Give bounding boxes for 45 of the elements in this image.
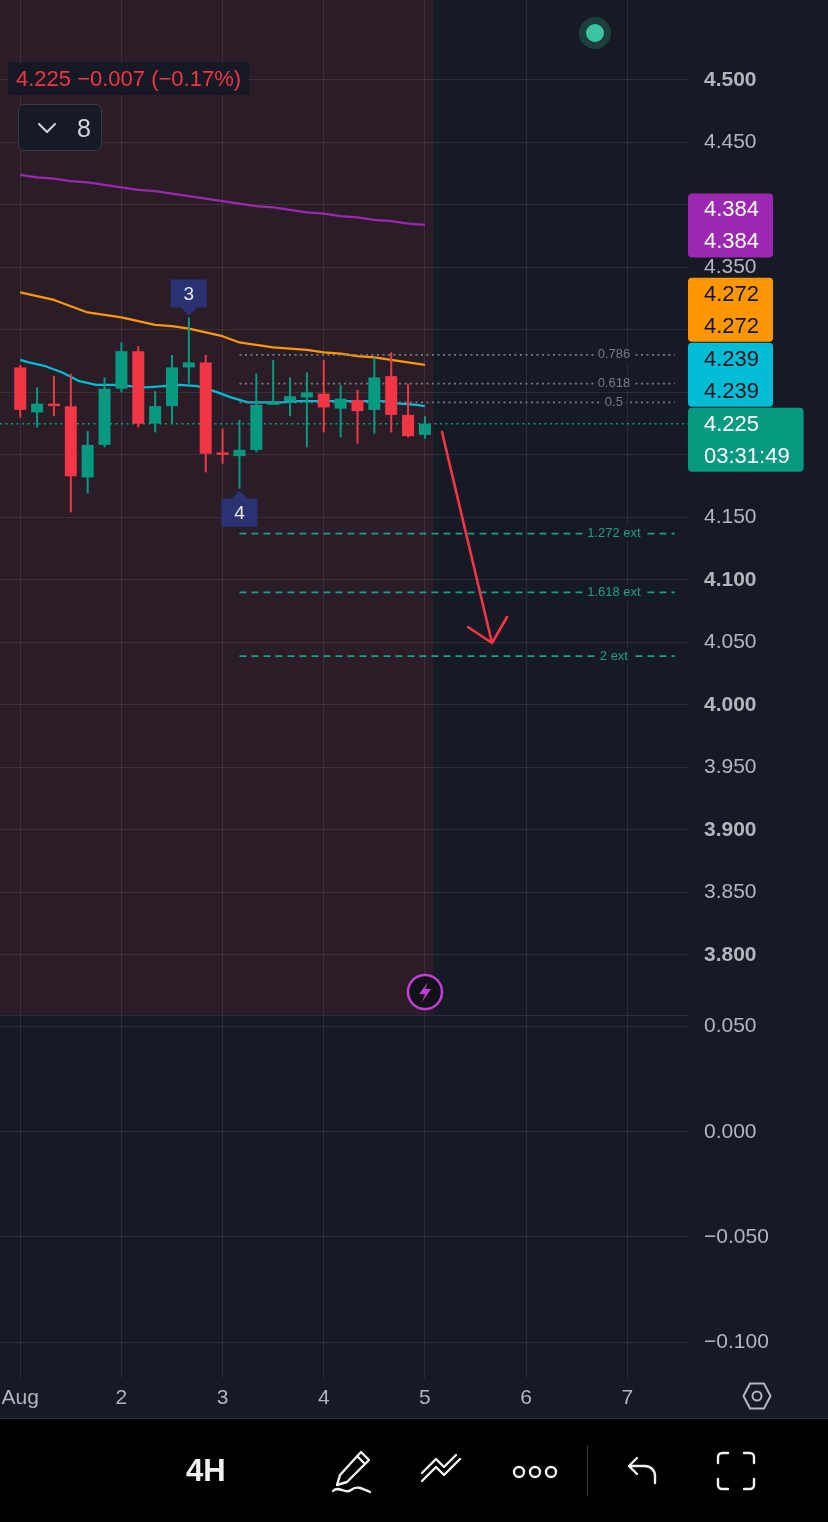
series-label: 0.618 [597, 375, 631, 391]
x-tick-label: 4 [317, 1385, 330, 1409]
y-tick-label: 3.800 [704, 941, 757, 965]
y-tick-label: 4.050 [704, 629, 757, 653]
text: 4.384 [704, 228, 760, 254]
y-tick-label: 3.950 [704, 754, 757, 778]
y-tick-label: 4.450 [704, 129, 757, 153]
x-tick-label: 2 [115, 1385, 128, 1409]
y-tick-label: 3.900 [704, 816, 757, 840]
text: 4.225 −0.007 (−0.17%) [8, 62, 250, 95]
candlestick [182, 317, 195, 384]
candlestick [216, 428, 229, 464]
text: 4.239 [704, 345, 760, 371]
series-label: 0.786 [597, 346, 631, 362]
y-tick-label: −0.100 [704, 1329, 769, 1353]
x-tick-label: Aug [1, 1385, 39, 1409]
x-tick-label: 7 [621, 1385, 634, 1409]
y-tick-label: 4.350 [704, 254, 757, 278]
y-tick-label: 4.150 [704, 504, 757, 528]
text: 03:31:49 [704, 442, 790, 468]
candlestick [267, 359, 280, 405]
y-tick-label: 3.850 [704, 879, 757, 903]
y-tick-label: 0.050 [704, 1013, 757, 1037]
text: 4.239 [704, 377, 760, 403]
series-label: 0.5 [604, 393, 623, 409]
y-tick-label: 0.000 [704, 1118, 757, 1142]
text: 4H [186, 1453, 226, 1489]
x-tick-label: 6 [520, 1385, 532, 1409]
annotation: 8 [77, 114, 91, 142]
text: 4.272 [704, 312, 760, 338]
y-tick-label: 4.000 [704, 691, 757, 715]
collapse-button: 8 [18, 104, 102, 151]
series-label: 1.618 ext [587, 583, 642, 599]
y-tick-label: 4.500 [704, 66, 757, 90]
text: 4.272 [704, 280, 760, 306]
series-label: 2 ext [599, 647, 629, 663]
x-tick-label: 5 [419, 1385, 431, 1409]
y-tick-label: 4.100 [704, 566, 757, 590]
ref-line-label: 4.225 [704, 410, 760, 436]
x-tick-label: 3 [216, 1385, 229, 1409]
annotation: 3 [183, 282, 195, 304]
annotation: 4 [234, 501, 246, 523]
y-tick-label: −0.050 [704, 1223, 769, 1247]
text: 4.384 [704, 196, 760, 222]
series-label: 1.272 ext [587, 525, 642, 541]
